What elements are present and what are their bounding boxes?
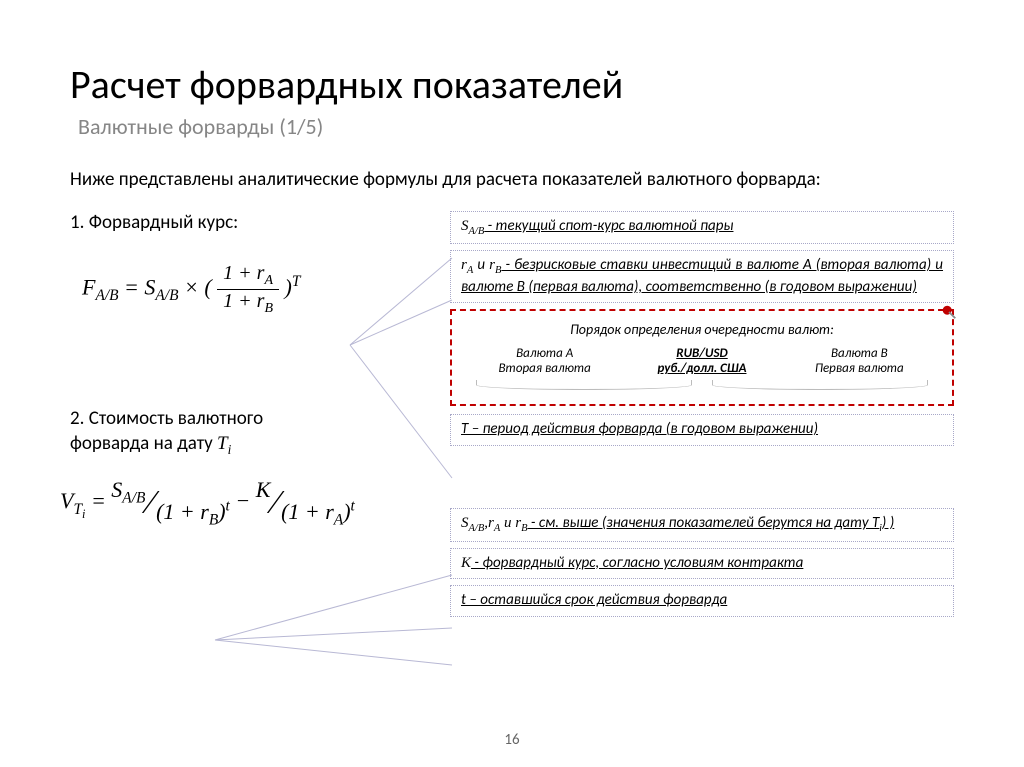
sym-eq2: = bbox=[91, 488, 111, 513]
rb-r1: Валюта B bbox=[781, 346, 938, 361]
sym-minus: − bbox=[235, 488, 255, 513]
d1sup: t bbox=[226, 498, 230, 515]
d2-b: ,r bbox=[484, 515, 494, 531]
right-column: SA/B - текущий спот-курс валютной пары r… bbox=[450, 211, 954, 623]
s2-label-text: форварда на дату bbox=[70, 432, 217, 455]
s2-T: T bbox=[217, 433, 228, 454]
den-sub: B bbox=[264, 301, 273, 316]
d2-d: - см. выше (значения показателей берутся… bbox=[528, 514, 880, 532]
num-sub: A bbox=[264, 273, 273, 288]
sym-S2-sub: A/B bbox=[122, 490, 145, 507]
sym-S2: S bbox=[111, 477, 122, 502]
sym-V-subsub: i bbox=[82, 507, 85, 521]
rb-l1: Валюта A bbox=[466, 346, 623, 361]
def2-line3: t – оставшийся срок действия форварда bbox=[450, 585, 954, 617]
d2-l3: t – оставшийся срок действия форварда bbox=[461, 591, 727, 609]
def2-line1: SA/B,rA и rB - см. выше (значения показа… bbox=[450, 508, 954, 542]
sym-times: × ( bbox=[184, 274, 217, 299]
sym-K: K bbox=[256, 477, 271, 502]
d-rmid: и bbox=[473, 256, 489, 274]
d-r-text: - безрисковые ставки инвестиций в валюте… bbox=[461, 256, 943, 296]
def-T: T – период действия форварда (в годовом … bbox=[450, 414, 954, 446]
arc-left bbox=[476, 380, 692, 390]
d2b: ) bbox=[343, 499, 350, 524]
columns: 1. Форвардный курс: FA/B = SA/B × ( 1 + … bbox=[70, 211, 954, 623]
d2-as: A/B bbox=[469, 523, 485, 534]
slash2: ⁄ bbox=[273, 484, 279, 522]
d2s: A bbox=[334, 512, 343, 529]
s2-Ti: i bbox=[228, 441, 232, 456]
d2-e: ) ) bbox=[882, 514, 895, 532]
d2-l2: - форвардный курс, согласно условиям кон… bbox=[471, 554, 803, 572]
sym-eqS: = S bbox=[124, 274, 155, 299]
d-t: T – период действия форварда (в годовом … bbox=[461, 420, 818, 438]
redbox-title: Порядок определения очередности валют: bbox=[466, 321, 938, 338]
d2-a: S bbox=[461, 515, 469, 531]
rb-l2: Вторая валюта bbox=[466, 361, 623, 376]
formula-value: VTi = SA/B ⁄ (1 + rB)t − K ⁄ (1 + rA)t bbox=[60, 477, 420, 529]
d1s: B bbox=[209, 512, 218, 529]
def-rates: rA и rB - безрисковые ставки инвестиций … bbox=[450, 250, 954, 303]
d2sup: t bbox=[351, 498, 355, 515]
section1-label: 1. Форвардный курс: bbox=[70, 211, 420, 234]
d2-c: и r bbox=[500, 515, 521, 531]
fraction: 1 + rA 1 + rB bbox=[217, 262, 279, 317]
sym-S-sub: A/B bbox=[155, 287, 178, 304]
sym-V-sub: T bbox=[73, 501, 82, 518]
sym-close: ) bbox=[285, 274, 292, 299]
sym-T: T bbox=[292, 273, 301, 290]
slash1: ⁄ bbox=[148, 484, 154, 522]
rb-left: Валюта A Вторая валюта bbox=[466, 346, 623, 376]
spacer bbox=[450, 452, 954, 508]
formula-forward-rate: FA/B = SA/B × ( 1 + rA 1 + rB )T bbox=[82, 262, 420, 317]
d-s-sub: A/B bbox=[469, 226, 485, 237]
def2-line2: K - форвардный курс, согласно условиям к… bbox=[450, 548, 954, 580]
den-text: 1 + r bbox=[223, 290, 264, 312]
d1a: (1 + r bbox=[156, 499, 209, 524]
slide-subtitle: Валютные форварды (1/5) bbox=[78, 113, 954, 140]
sym-F-sub: A/B bbox=[95, 287, 118, 304]
sym-V: V bbox=[60, 488, 73, 513]
sym-F: F bbox=[82, 274, 95, 299]
rb-m1: RUB/USD bbox=[623, 346, 780, 361]
rb-m2: руб./долл. США bbox=[623, 361, 780, 376]
rb-right: Валюта B Первая валюта bbox=[781, 346, 938, 376]
num-text: 1 + r bbox=[223, 262, 264, 284]
arc-right bbox=[712, 380, 928, 390]
d-s: S bbox=[461, 218, 469, 234]
pin-icon bbox=[940, 303, 958, 321]
slide-title: Расчет форвардных показателей bbox=[70, 60, 954, 109]
d2a: (1 + r bbox=[281, 499, 334, 524]
currency-order-box: Порядок определения очередности валют: В… bbox=[450, 309, 954, 406]
def-spot: SA/B - текущий спот-курс валютной пары bbox=[450, 211, 954, 245]
rb-mid: RUB/USD руб./долл. США bbox=[623, 346, 780, 376]
d1b: ) bbox=[218, 499, 225, 524]
intro-text: Ниже представлены аналитические формулы … bbox=[70, 168, 954, 193]
section2-label-a: 2. Стоимость валютного bbox=[70, 407, 420, 430]
rb-r2: Первая валюта bbox=[781, 361, 938, 376]
section2-label-b: форварда на дату Ti bbox=[70, 432, 420, 458]
section2: 2. Стоимость валютного форварда на дату … bbox=[70, 407, 420, 458]
left-column: 1. Форвардный курс: FA/B = SA/B × ( 1 + … bbox=[70, 211, 420, 623]
arcs bbox=[466, 378, 938, 390]
page-number: 16 bbox=[0, 731, 1024, 749]
redbox-row: Валюта A Вторая валюта RUB/USD руб./долл… bbox=[466, 346, 938, 376]
d-s-text: - текущий спот-курс валютной пары bbox=[484, 217, 733, 235]
